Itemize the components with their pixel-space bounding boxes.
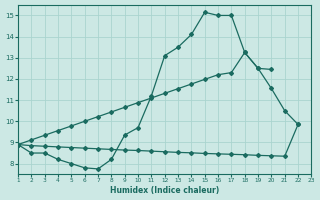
X-axis label: Humidex (Indice chaleur): Humidex (Indice chaleur) (110, 186, 219, 195)
